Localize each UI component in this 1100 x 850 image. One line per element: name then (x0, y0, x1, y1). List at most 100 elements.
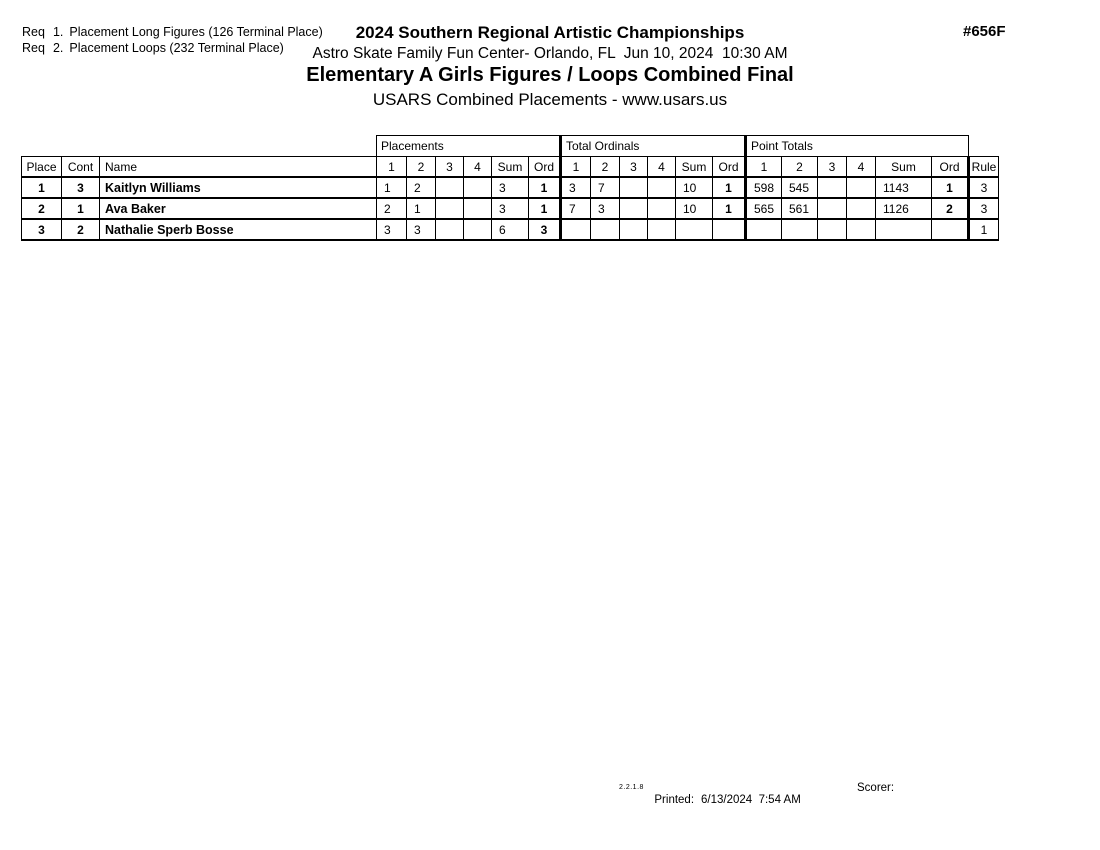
cell-points-2: 545 (781, 176, 818, 199)
cell-rule: 1 (967, 218, 999, 241)
cell-points-3 (817, 218, 847, 241)
cell-points-3 (817, 176, 847, 199)
col-header-4: 4 (647, 156, 676, 178)
table-row: 2 1 Ava Baker 2 1 3 1 7 3 10 1 565 561 1… (21, 197, 999, 220)
cell-ordinal-2: 7 (590, 176, 620, 199)
cell-place: 3 (21, 218, 62, 241)
printed-value: 6/13/2024 7:54 AM (701, 794, 801, 806)
col-header-3: 3 (619, 156, 648, 178)
group-header-total-ordinals: Total Ordinals (559, 135, 746, 157)
scorer-label: Scorer: (857, 782, 895, 794)
cell-ordinal-1 (559, 218, 591, 241)
col-header-ord: Ord (528, 156, 561, 178)
cell-points-sum: 1126 (875, 197, 932, 220)
col-header-rule: Rule (967, 156, 999, 178)
cell-ordinal-3 (619, 218, 648, 241)
col-header-1: 1 (376, 156, 407, 178)
cell-placement-ord: 3 (528, 218, 561, 241)
software-version: 2.2.1.8 (619, 784, 644, 791)
col-header-ord: Ord (931, 156, 969, 178)
cell-placement-3 (435, 218, 464, 241)
cell-placement-3 (435, 197, 464, 220)
group-header-spacer (22, 136, 377, 157)
cell-ordinal-sum (675, 218, 713, 241)
col-header-ord: Ord (712, 156, 746, 178)
req-text: Placement Loops (232 Terminal Place) (69, 41, 284, 55)
cell-placement-2: 3 (406, 218, 436, 241)
cell-ordinal-sum: 10 (675, 176, 713, 199)
col-header-sum: Sum (675, 156, 713, 178)
column-header-row: Place Cont Name 1 2 3 4 Sum Ord 1 2 3 4 … (21, 156, 999, 178)
cell-ordinal-1: 7 (559, 197, 591, 220)
col-header-3: 3 (817, 156, 847, 178)
group-header-placements: Placements (376, 135, 561, 157)
cell-ordinal-3 (619, 197, 648, 220)
cell-ordinal-2: 3 (590, 197, 620, 220)
cell-points-1: 565 (744, 197, 782, 220)
report-subtitle: USARS Combined Placements - www.usars.us (372, 90, 728, 109)
cell-points-2 (781, 218, 818, 241)
cell-points-1: 598 (744, 176, 782, 199)
cell-ordinal-4 (647, 197, 676, 220)
cell-points-4 (846, 218, 876, 241)
cell-placement-sum: 3 (491, 176, 529, 199)
table-row: 3 2 Nathalie Sperb Bosse 3 3 6 3 1 (21, 218, 999, 241)
results-table: Placements Total Ordinals Point Totals P… (21, 135, 999, 241)
req-number: 2. (52, 41, 64, 55)
cell-points-sum (875, 218, 932, 241)
cell-placement-sum: 6 (491, 218, 529, 241)
cell-ordinal-ord: 1 (712, 197, 746, 220)
col-header-sum: Sum (875, 156, 932, 178)
col-header-2: 2 (590, 156, 620, 178)
cell-placement-4 (463, 197, 492, 220)
col-header-4: 4 (463, 156, 492, 178)
cell-placement-ord: 1 (528, 197, 561, 220)
cell-placement-3 (435, 176, 464, 199)
cell-ordinal-ord: 1 (712, 176, 746, 199)
req-prefix: Req (22, 25, 45, 39)
cell-cont: 1 (61, 197, 100, 220)
cell-placement-4 (463, 176, 492, 199)
req-line-1: Req 1. Placement Long Figures (126 Termina… (22, 24, 323, 40)
group-header-point-totals: Point Totals (744, 135, 969, 157)
col-header-1: 1 (559, 156, 591, 178)
cell-ordinal-4 (647, 218, 676, 241)
cell-points-1 (744, 218, 782, 241)
cell-ordinal-2 (590, 218, 620, 241)
cell-skater-name: Nathalie Sperb Bosse (99, 218, 377, 241)
col-header-name: Name (99, 156, 377, 178)
cell-points-2: 561 (781, 197, 818, 220)
cell-placement-1: 2 (376, 197, 407, 220)
req-prefix: Req (22, 41, 45, 55)
col-header-2: 2 (781, 156, 818, 178)
col-header-cont: Cont (61, 156, 100, 178)
event-number: #656F (963, 23, 1006, 40)
cell-skater-name: Kaitlyn Williams (99, 176, 377, 199)
col-header-1: 1 (744, 156, 782, 178)
group-header-row: Placements Total Ordinals Point Totals (22, 135, 999, 157)
cell-points-3 (817, 197, 847, 220)
cell-points-4 (846, 176, 876, 199)
cell-cont: 2 (61, 218, 100, 241)
cell-points-ord: 1 (931, 176, 969, 199)
cell-placement-sum: 3 (491, 197, 529, 220)
cell-placement-2: 2 (406, 176, 436, 199)
printed-label: Printed: (654, 794, 695, 806)
col-header-place: Place (21, 156, 62, 178)
cell-ordinal-4 (647, 176, 676, 199)
group-header-spacer (969, 136, 999, 157)
cell-placement-2: 1 (406, 197, 436, 220)
cell-place: 2 (21, 197, 62, 220)
venue-line: Astro Skate Family Fun Center- Orlando, … (312, 45, 788, 62)
cell-ordinal-ord (712, 218, 746, 241)
cell-points-ord (931, 218, 969, 241)
championship-title: 2024 Southern Regional Artistic Champion… (355, 23, 745, 42)
table-row: 1 3 Kaitlyn Williams 1 2 3 1 3 7 10 1 59… (21, 176, 999, 199)
cell-ordinal-3 (619, 176, 648, 199)
cell-points-sum: 1143 (875, 176, 932, 199)
col-header-sum: Sum (491, 156, 529, 178)
cell-points-4 (846, 197, 876, 220)
col-header-2: 2 (406, 156, 436, 178)
cell-ordinal-1: 3 (559, 176, 591, 199)
cell-rule: 3 (967, 197, 999, 220)
